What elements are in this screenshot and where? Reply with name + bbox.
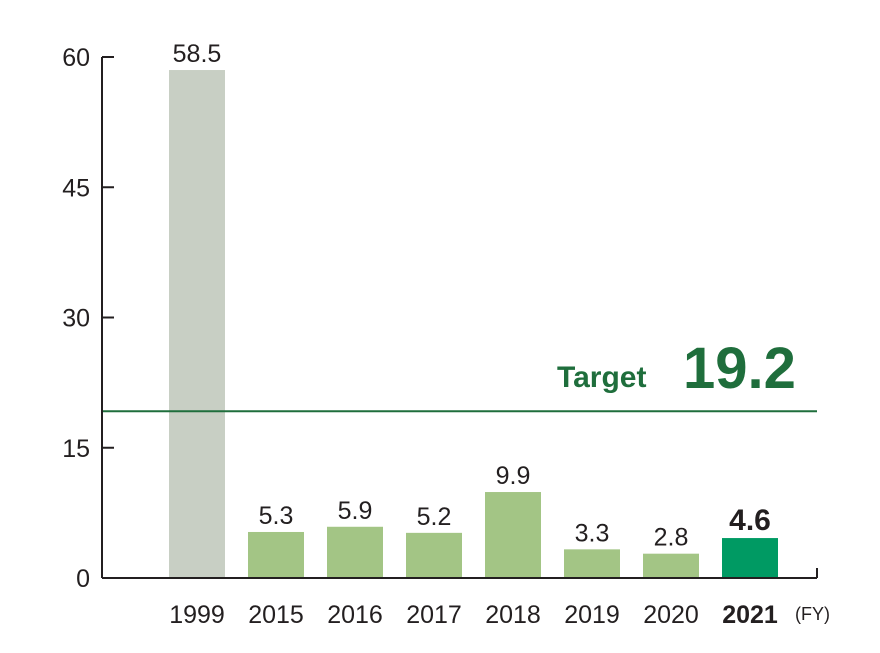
x-tick-label-2020: 2020 — [643, 601, 699, 629]
y-tick-label: 45 — [62, 174, 90, 202]
value-label-2018: 9.9 — [496, 462, 531, 490]
bar-2015 — [248, 531, 304, 578]
bar-1999 — [169, 70, 225, 579]
value-label-2017: 5.2 — [417, 503, 452, 531]
value-label-2015: 5.3 — [259, 502, 294, 530]
bar-2020 — [643, 553, 699, 578]
x-tick-label-2015: 2015 — [248, 601, 304, 629]
value-label-2019: 3.3 — [575, 519, 610, 547]
bar-2021 — [722, 538, 778, 578]
value-label-2016: 5.9 — [338, 497, 373, 525]
bars — [169, 70, 778, 579]
bar-2019 — [564, 549, 620, 578]
y-tick-label: 0 — [76, 565, 90, 593]
value-labels: 58.5 5.3 5.9 5.2 9.9 3.3 2.8 4.6 — [173, 40, 771, 552]
x-axis-unit: (FY) — [795, 604, 830, 624]
x-tick-label-2017: 2017 — [406, 601, 462, 629]
bar-2017 — [406, 532, 462, 578]
x-tick-label-1999: 1999 — [169, 601, 225, 629]
x-axis-labels: 1999 2015 2016 2017 2018 2019 2020 2021 — [169, 601, 778, 629]
y-tick-label: 15 — [62, 435, 90, 463]
bar-2018 — [485, 492, 541, 578]
x-tick-label-2016: 2016 — [327, 601, 383, 629]
value-label-1999: 58.5 — [173, 40, 222, 68]
value-label-2020: 2.8 — [654, 524, 689, 552]
y-tick-label: 60 — [62, 44, 90, 72]
value-label-2021: 4.6 — [729, 504, 771, 537]
target-value: 19.2 — [683, 336, 796, 401]
x-tick-label-2019: 2019 — [564, 601, 620, 629]
y-tick-label: 30 — [62, 305, 90, 333]
bar-2016 — [327, 526, 383, 578]
x-tick-label-2021: 2021 — [722, 601, 778, 629]
x-tick-label-2018: 2018 — [485, 601, 541, 629]
target-label: Target — [557, 361, 646, 394]
y-axis: 0 15 30 45 60 — [62, 44, 818, 593]
